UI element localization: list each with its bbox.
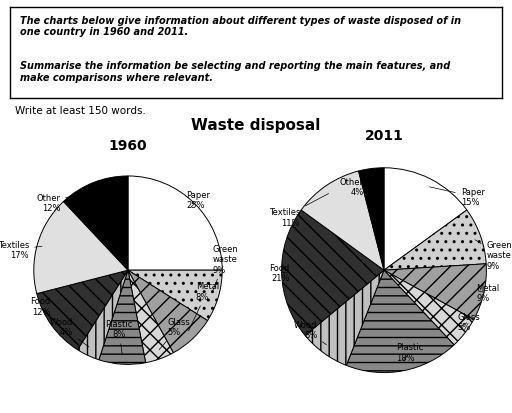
Wedge shape (282, 211, 384, 336)
Text: The charts below give information about different types of waste disposed of in
: The charts below give information about … (20, 16, 461, 37)
Title: 1960: 1960 (109, 139, 147, 153)
Wedge shape (384, 169, 467, 271)
Text: Plastic
18%: Plastic 18% (396, 342, 423, 362)
Wedge shape (128, 271, 207, 353)
Wedge shape (99, 271, 145, 365)
Text: Green
waste
9%: Green waste 9% (475, 240, 512, 270)
Title: 2011: 2011 (365, 129, 403, 143)
Wedge shape (77, 271, 128, 360)
Wedge shape (128, 271, 174, 363)
Wedge shape (384, 271, 474, 345)
Wedge shape (358, 169, 384, 271)
Text: Other
12%: Other 12% (36, 191, 93, 213)
Text: Paper
25%: Paper 25% (186, 190, 210, 210)
Text: Wood
4%: Wood 4% (50, 317, 89, 347)
Wedge shape (128, 176, 222, 271)
Wedge shape (301, 171, 384, 271)
Text: Metal
9%: Metal 9% (476, 283, 499, 303)
Wedge shape (63, 176, 128, 271)
Text: Food
21%: Food 21% (269, 263, 290, 282)
Wedge shape (305, 271, 384, 366)
Wedge shape (34, 202, 128, 294)
Text: Green
waste
9%: Green waste 9% (212, 244, 239, 292)
Text: Paper
15%: Paper 15% (430, 187, 485, 206)
Text: Wood
8%: Wood 8% (294, 320, 326, 345)
Wedge shape (37, 271, 128, 350)
Wedge shape (128, 271, 222, 321)
Wedge shape (346, 271, 454, 373)
Wedge shape (384, 211, 486, 271)
Text: Textiles
11%: Textiles 11% (269, 194, 329, 227)
Text: Glass
5%: Glass 5% (159, 317, 190, 350)
Text: Summarise the information be selecting and reporting the main features, and
make: Summarise the information be selecting a… (20, 61, 451, 83)
Text: Write at least 150 words.: Write at least 150 words. (15, 105, 146, 115)
Text: Metal
8%: Metal 8% (188, 282, 219, 331)
Text: Glass
5%: Glass 5% (458, 312, 480, 331)
Text: Waste disposal: Waste disposal (191, 118, 321, 133)
Wedge shape (384, 264, 486, 320)
Text: Textiles
17%: Textiles 17% (0, 240, 42, 259)
Text: Other
4%: Other 4% (339, 177, 370, 197)
Text: Food
12%: Food 12% (31, 297, 56, 320)
Text: Plastic
8%: Plastic 8% (105, 319, 132, 354)
